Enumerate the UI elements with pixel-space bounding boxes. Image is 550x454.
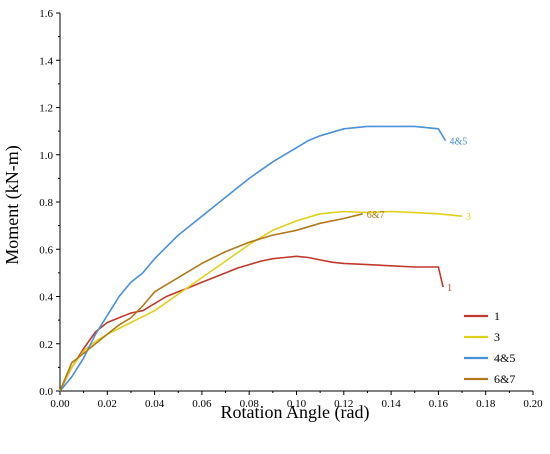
y-tick-label: 1.2 (39, 103, 53, 115)
y-tick-label: 0.4 (39, 292, 53, 304)
series-line-4and5 (59, 125, 447, 392)
x-axis-title: Rotation Angle (rad) (221, 402, 370, 423)
y-axis-title: Moment (kN-m) (2, 145, 23, 264)
x-tick-label: 0.20 (523, 398, 543, 410)
x-tick-label: 0.12 (334, 398, 353, 410)
series-end-labels: 1 3 4&5 6&7 (367, 137, 471, 294)
y-tick-label: 1.4 (39, 55, 53, 67)
y-tick-label: 1.6 (39, 8, 53, 20)
x-tick-label: 0.16 (429, 398, 449, 410)
legend: 1 3 4&5 6&7 (464, 309, 515, 386)
y-tick-label: 0.2 (39, 339, 53, 351)
series-end-label-3: 3 (466, 212, 471, 223)
series-end-label-1: 1 (447, 283, 452, 294)
y-tick-label: 0.0 (39, 386, 53, 398)
x-tick-label: 0.00 (50, 398, 70, 410)
x-tick-label: 0.08 (240, 398, 260, 410)
series-line-3 (59, 210, 463, 392)
x-tick-label: 0.18 (476, 398, 496, 410)
x-tick-label: 0.04 (145, 398, 165, 410)
axes: 0.00 0.02 0.04 0.06 0.08 0.10 0.12 0.14 0.16 0.18… (39, 8, 543, 410)
series-line-1 (59, 255, 444, 392)
x-tick-label: 0.14 (381, 398, 401, 410)
series-lines (59, 125, 463, 392)
legend-label-6and7: 6&7 (494, 372, 515, 386)
series-end-label-4and5: 4&5 (449, 137, 467, 148)
x-tick-label: 0.02 (98, 398, 117, 410)
x-tick-label: 0.06 (192, 398, 212, 410)
legend-label-1: 1 (494, 309, 500, 323)
series-end-label-6and7: 6&7 (367, 210, 385, 221)
y-tick-label: 1.0 (39, 150, 53, 162)
y-tick-label: 0.8 (39, 197, 53, 209)
x-tick-label: 0.10 (287, 398, 307, 410)
series-line-6and7 (59, 213, 363, 392)
legend-label-3: 3 (494, 330, 500, 344)
legend-label-4and5: 4&5 (494, 351, 515, 365)
y-tick-label: 0.6 (39, 244, 53, 256)
